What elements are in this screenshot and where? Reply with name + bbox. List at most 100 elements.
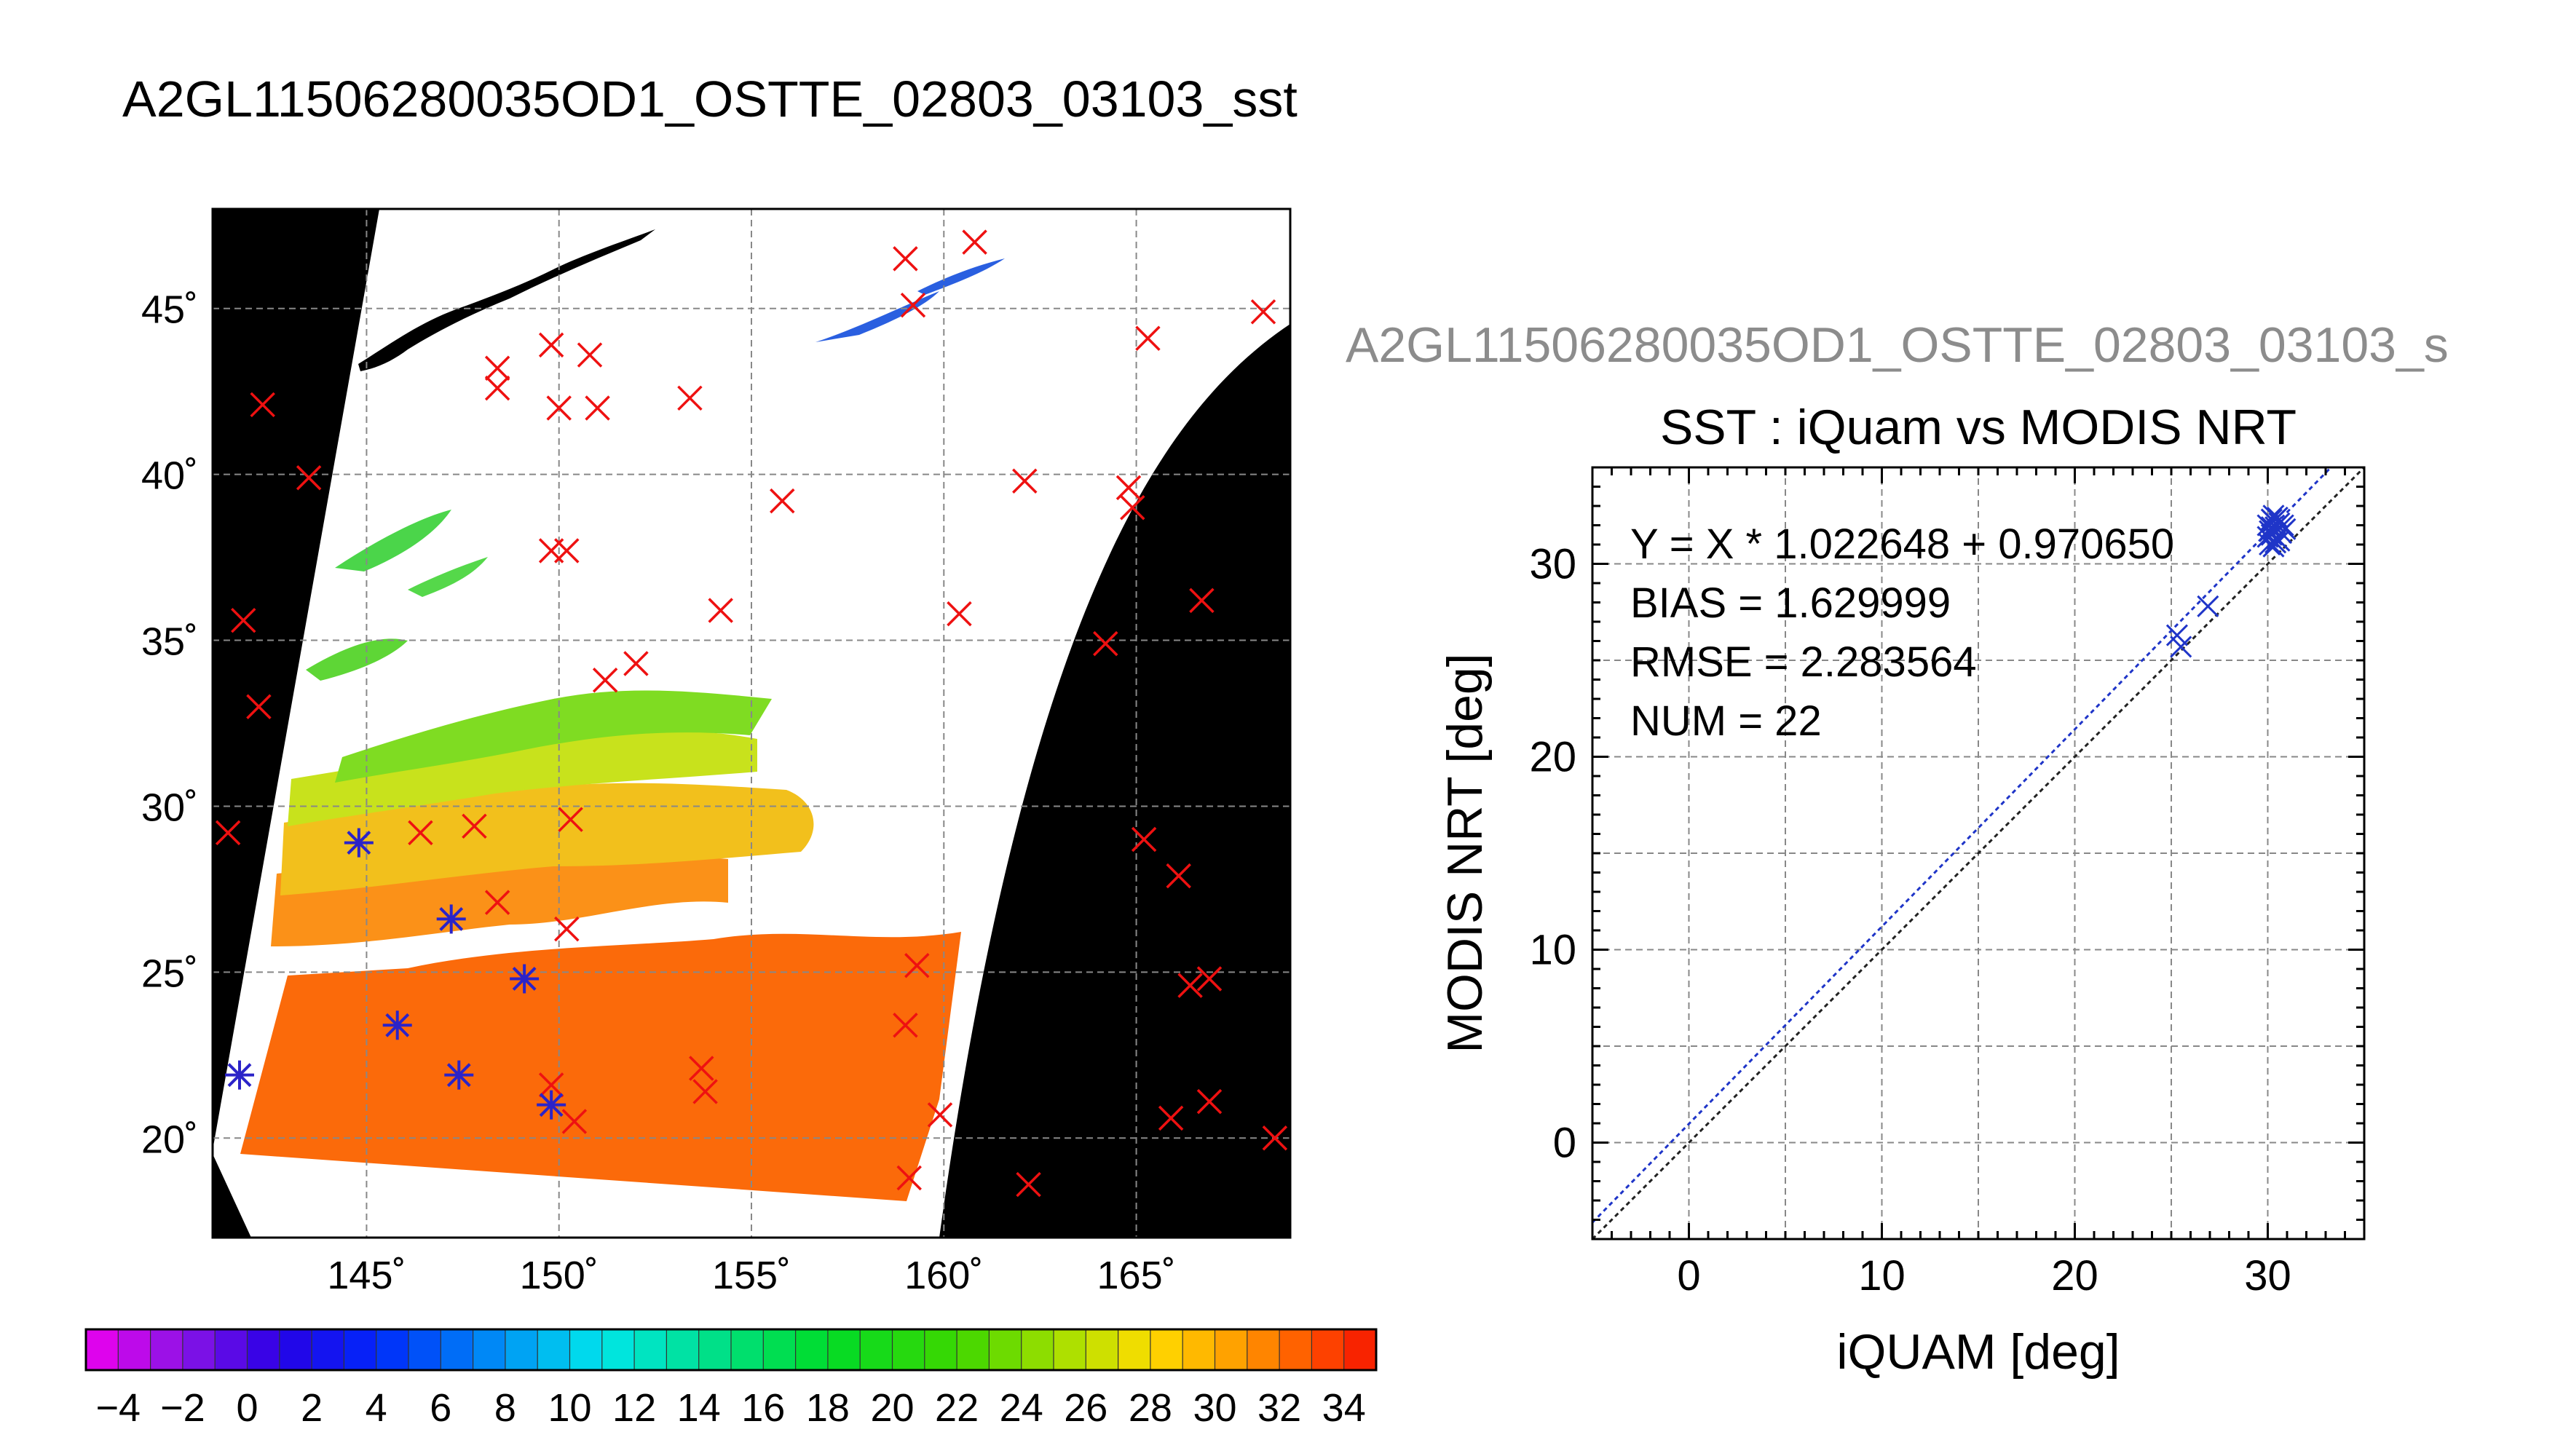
colorbar-segment (376, 1329, 410, 1371)
map-lon-label: 150˚ (520, 1254, 599, 1297)
colorbar-segment (1150, 1329, 1184, 1371)
map-axis-labels: 145˚ 150˚ 155˚ 160˚ 165˚ 20˚ 25˚ 30˚ 35˚ 40˚ 45˚ (141, 288, 1176, 1297)
map-lon-label: 145˚ (327, 1254, 406, 1297)
red-x-marker (708, 598, 733, 623)
red-x-marker (1093, 630, 1118, 657)
sst-yellow-region (280, 783, 814, 895)
colorbar-tick-label: 14 (677, 1386, 721, 1430)
colorbar-tick-label: 8 (494, 1386, 516, 1430)
colorbar-segment (859, 1329, 893, 1371)
page-title: A2GL11506280035OD1_OSTTE_02803_03103_sst (122, 71, 1298, 127)
scatter-panel: A2GL11506280035OD1_OSTTE_02803_03103_s S… (1346, 317, 2449, 1380)
colorbar-tick-label: 24 (1000, 1386, 1043, 1430)
blue-star-marker (344, 828, 374, 858)
map-lat-label: 45˚ (141, 288, 198, 332)
scatter-point (2197, 595, 2219, 617)
red-x-marker (592, 668, 618, 693)
map-lat-label: 40˚ (141, 454, 198, 498)
colorbar-segment (150, 1329, 184, 1371)
scatter-point (2260, 508, 2283, 531)
map-lon-label: 160˚ (904, 1254, 983, 1297)
map-lat-label: 20˚ (141, 1117, 198, 1161)
colorbar-segment (988, 1329, 1022, 1371)
colorbar-tick-label: 34 (1322, 1386, 1366, 1430)
scatter-subtitle: A2GL11506280035OD1_OSTTE_02803_03103_s (1346, 317, 2449, 373)
x-axis-label: iQUAM [deg] (1836, 1324, 2120, 1380)
colorbar-segment (182, 1329, 216, 1371)
colorbar-segment (730, 1329, 765, 1371)
red-x-marker (554, 538, 580, 563)
red-x-marker (692, 1079, 718, 1104)
red-x-marker (893, 1013, 918, 1038)
colorbar-segment (1311, 1329, 1345, 1371)
colorbar-segment (827, 1329, 861, 1371)
red-x-marker (215, 820, 241, 846)
scatter-point (2170, 636, 2192, 658)
colorbar-segment (794, 1329, 829, 1371)
colorbar-tick-label: 10 (548, 1386, 591, 1430)
colorbar-segment (569, 1329, 603, 1371)
colorbar-tick-label: 20 (870, 1386, 914, 1430)
scatter-annotation: Y = X * 1.022648 + 0.970650 (1630, 521, 2174, 568)
colorbar-segment (891, 1329, 925, 1371)
red-x-marker (1131, 826, 1157, 852)
scatter-point (2260, 516, 2283, 539)
colorbar-segment (117, 1329, 151, 1371)
red-x-marker (1250, 299, 1276, 325)
sst-green-region (335, 690, 772, 783)
colorbar-segment (1247, 1329, 1281, 1371)
blue-star-marker (382, 1010, 412, 1040)
red-x-marker (1189, 587, 1215, 614)
colorbar-segment (666, 1329, 700, 1371)
colorbar-tick-label: 6 (430, 1386, 451, 1430)
scatter-point (2274, 518, 2297, 540)
colorbar-tick-label: 16 (741, 1386, 785, 1430)
map-markers-red (215, 229, 1288, 1198)
y-tick-label: 10 (1529, 927, 1576, 974)
colorbar-segment (1053, 1329, 1087, 1371)
colorbar-segment (633, 1329, 668, 1371)
red-x-marker (770, 488, 795, 514)
colorbar-tick-label: −2 (160, 1386, 205, 1430)
scatter-point (2165, 624, 2189, 646)
colorbar-tick-label: 26 (1064, 1386, 1107, 1430)
red-x-marker (1012, 468, 1038, 494)
sst-blue-patch-1 (816, 291, 939, 342)
sst-blue-patch-2 (917, 258, 1005, 295)
colorbar-segment (85, 1329, 119, 1371)
colorbar-tick-label: 22 (935, 1386, 979, 1430)
red-x-marker (546, 395, 572, 421)
colorbar-segment (956, 1329, 990, 1371)
scatter-annotation: RMSE = 2.283564 (1630, 638, 1977, 686)
sst-lime-region (288, 730, 757, 826)
map-lat-label: 30˚ (141, 786, 198, 829)
red-x-marker (1262, 1125, 1288, 1151)
colorbar-tick-label: 28 (1129, 1386, 1172, 1430)
map-frame (211, 207, 1292, 1239)
blue-star-marker (510, 964, 540, 994)
sst-green-patch-2 (335, 510, 451, 571)
colorbar-segment (698, 1329, 732, 1371)
sst-green-patch-1 (306, 638, 408, 681)
colorbar-segment (924, 1329, 958, 1371)
red-x-marker (677, 385, 703, 411)
red-x-marker (1158, 1105, 1184, 1131)
map-gridlines (213, 209, 1290, 1238)
scatter-point (2264, 531, 2287, 554)
colorbar-segment (246, 1329, 280, 1371)
colorbar-segment (1343, 1329, 1378, 1371)
red-x-marker (947, 601, 972, 627)
red-x-marker (585, 395, 610, 421)
red-x-marker (484, 355, 510, 381)
red-x-marker (538, 1072, 564, 1098)
colorbar-segment (214, 1329, 248, 1371)
map-lon-label: 155˚ (712, 1254, 791, 1297)
red-x-marker (1177, 973, 1203, 998)
red-x-marker (250, 392, 275, 418)
red-x-marker (462, 813, 487, 839)
red-x-marker (1016, 1171, 1041, 1198)
colorbar-tick-label: 0 (236, 1386, 258, 1430)
blue-star-marker (537, 1090, 566, 1120)
colorbar-segment (762, 1329, 797, 1371)
